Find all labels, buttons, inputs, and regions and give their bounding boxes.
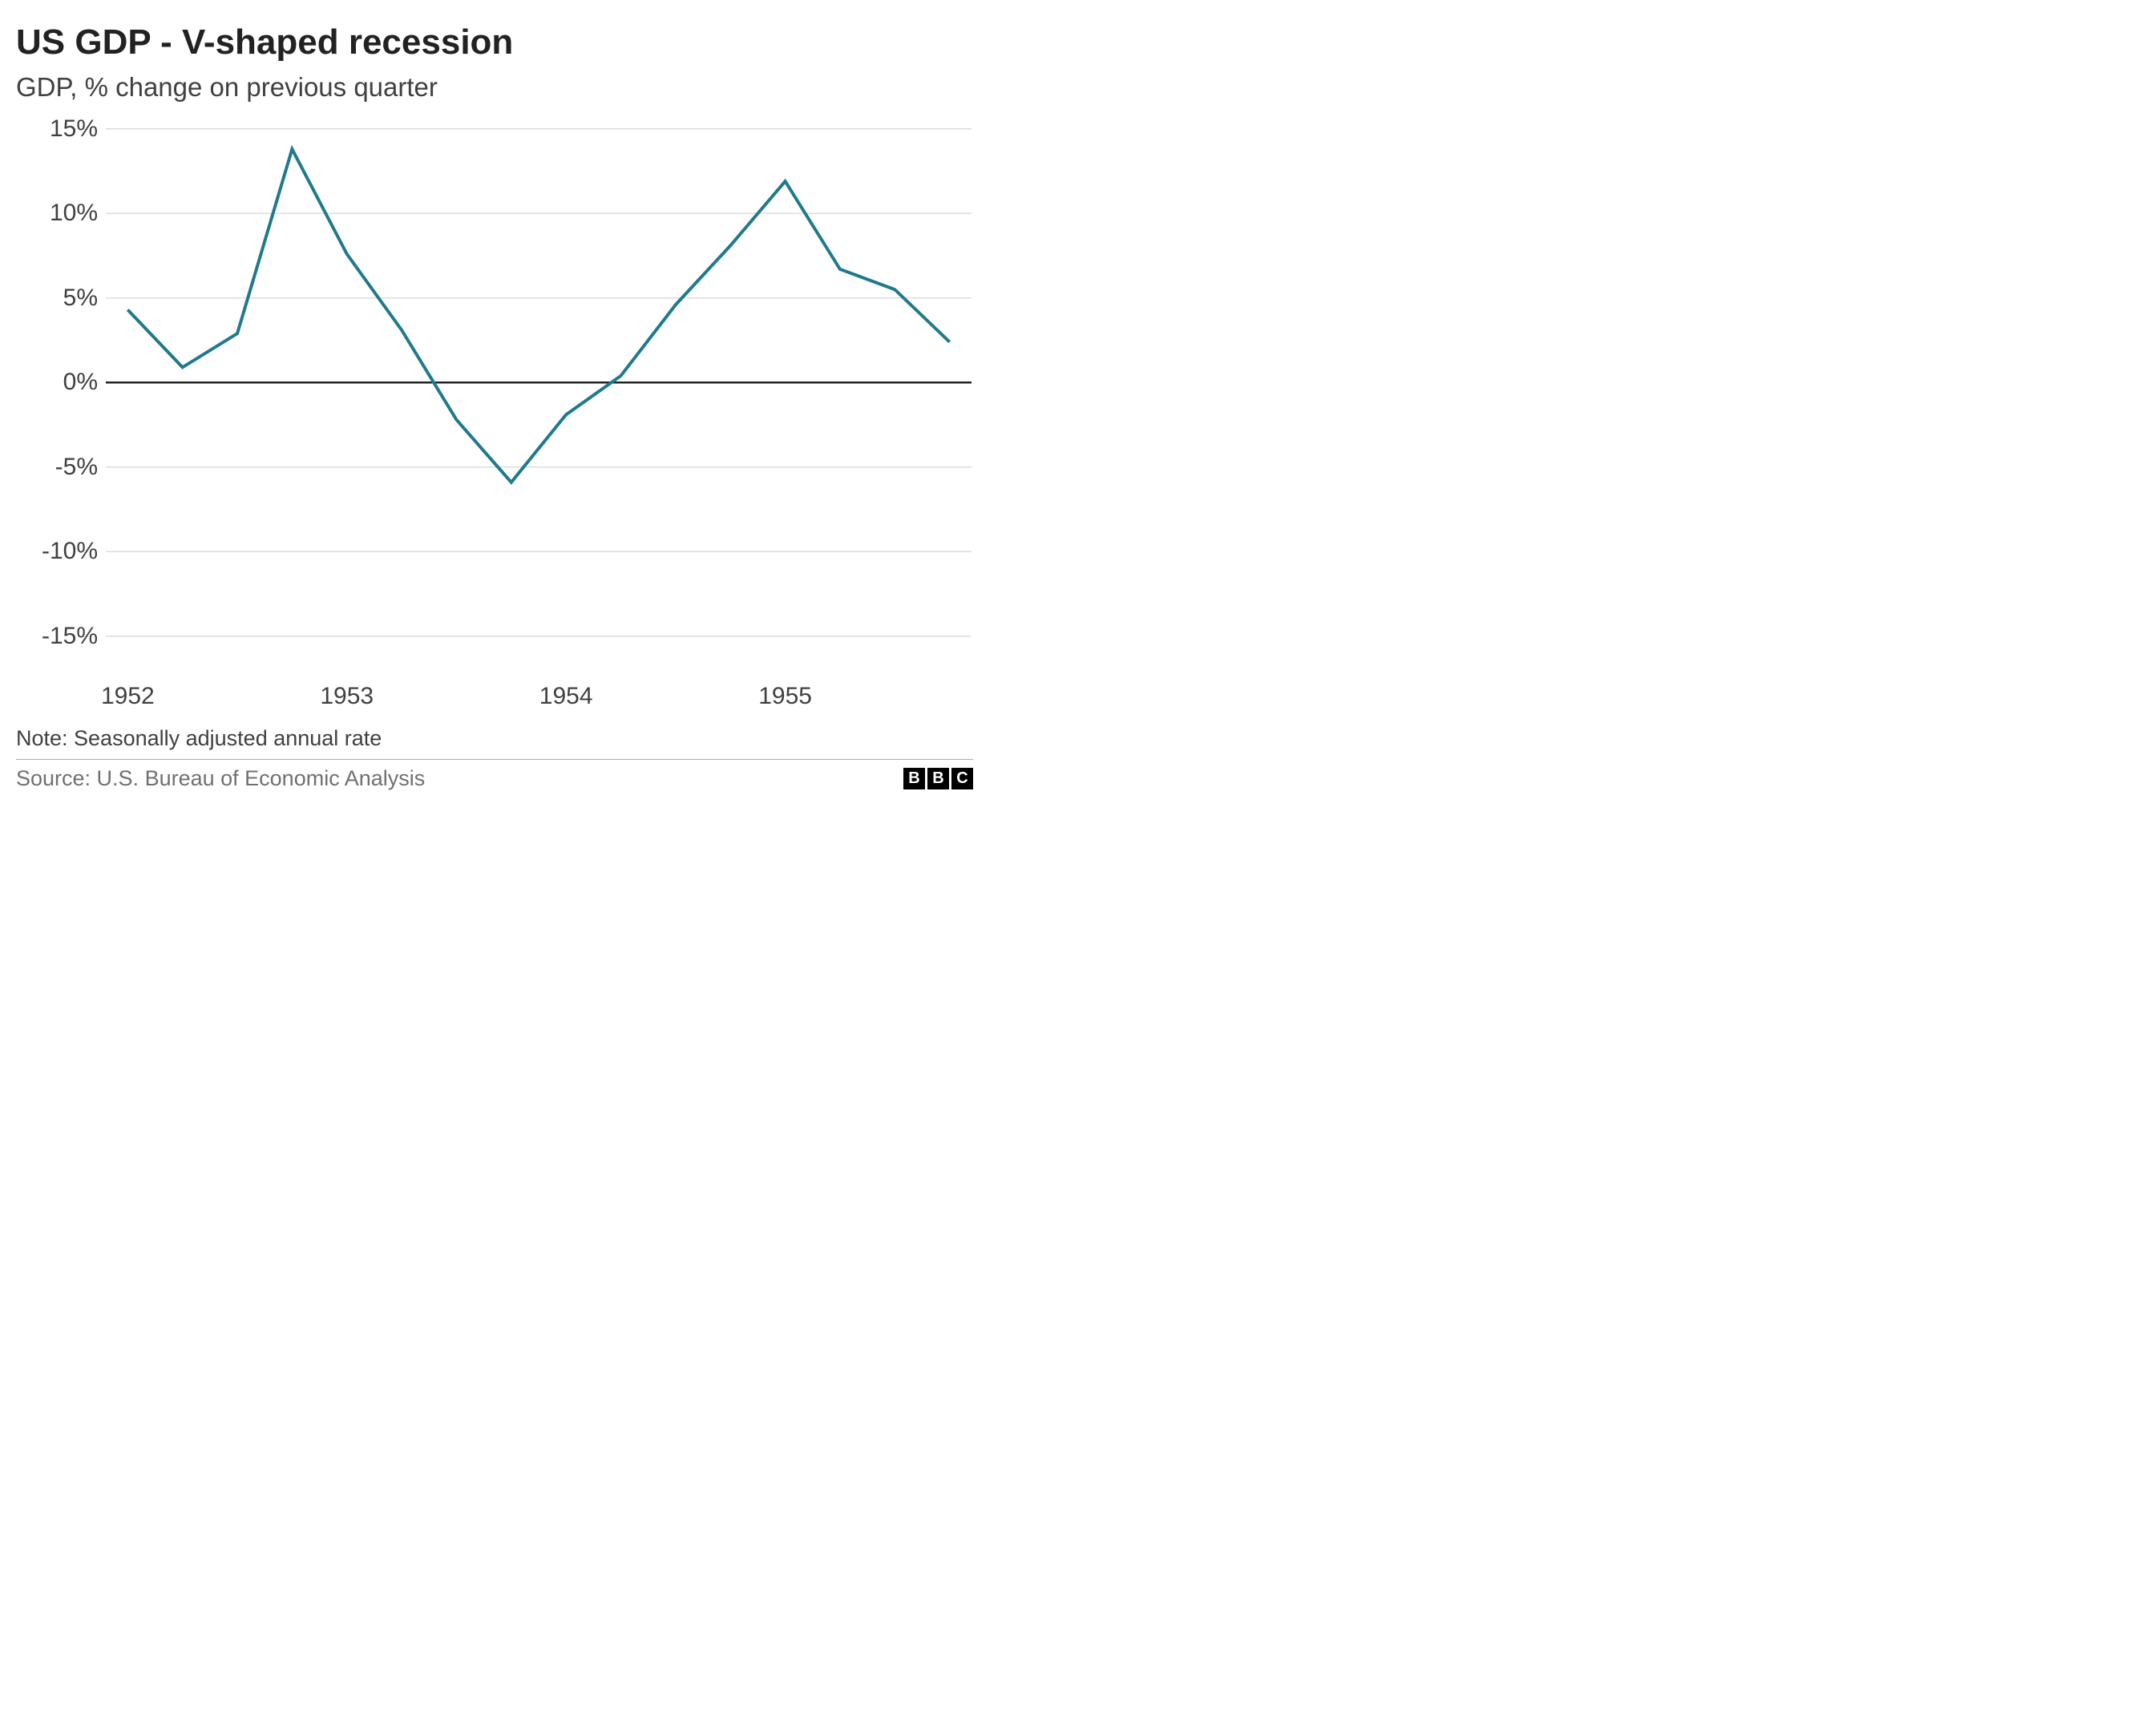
- x-tick-label: 1955: [758, 670, 812, 710]
- footer-source: Source: U.S. Bureau of Economic Analysis: [16, 766, 425, 791]
- bbc-logo: BBC: [903, 768, 973, 789]
- y-tick-label: 15%: [50, 115, 106, 143]
- chart-svg: [106, 117, 972, 670]
- bbc-logo-box: C: [951, 768, 973, 789]
- x-tick-label: 1953: [320, 670, 374, 710]
- x-tick-label: 1952: [101, 670, 155, 710]
- chart-subtitle: GDP, % change on previous quarter: [16, 71, 973, 103]
- data-line: [127, 149, 949, 482]
- x-tick-label: 1954: [539, 670, 593, 710]
- y-tick-label: 0%: [63, 369, 106, 396]
- y-tick-label: 5%: [63, 285, 106, 312]
- y-tick-label: -15%: [42, 623, 106, 650]
- y-tick-label: -5%: [55, 454, 106, 481]
- footer-note: Note: Seasonally adjusted annual rate: [16, 715, 973, 759]
- footer-row: Source: U.S. Bureau of Economic Analysis…: [16, 760, 973, 791]
- chart-title: US GDP - V-shaped recession: [16, 22, 973, 63]
- bbc-logo-box: B: [927, 768, 949, 789]
- bbc-logo-box: B: [903, 768, 925, 789]
- chart-container: US GDP - V-shaped recession GDP, % chang…: [0, 0, 989, 804]
- y-tick-label: 10%: [50, 200, 106, 227]
- plot-area: -15%-10%-5%0%5%10%15%1952195319541955: [106, 117, 972, 670]
- y-tick-label: -10%: [42, 538, 106, 565]
